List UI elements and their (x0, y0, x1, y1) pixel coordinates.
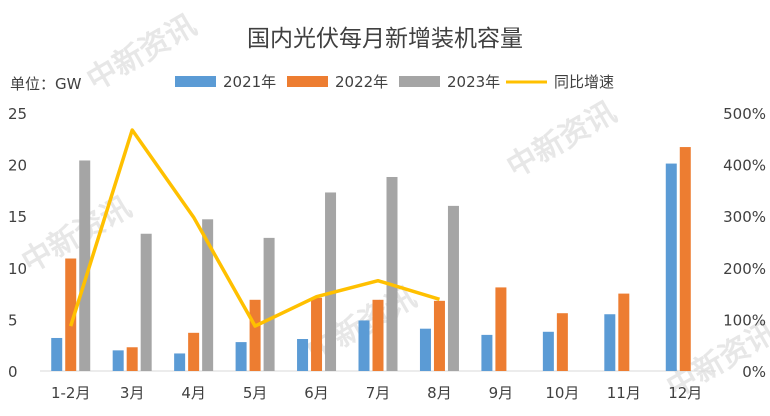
bar (65, 258, 77, 371)
bar (495, 287, 507, 371)
bar (358, 320, 370, 371)
legend-label: 2021年 (223, 73, 276, 91)
x-tick-label: 9月 (489, 384, 514, 402)
bar (542, 331, 554, 371)
legend-swatch (287, 76, 328, 87)
chart-title: 国内光伏每月新增装机容量 (247, 26, 523, 52)
bar (386, 176, 398, 371)
legend-swatch (399, 76, 440, 87)
y-right-tick-label: 300% (723, 208, 766, 226)
bar (79, 160, 91, 371)
y-left-tick-label: 5 (8, 311, 18, 329)
x-tick-label: 5月 (243, 384, 268, 402)
y-right-tick-label: 400% (723, 157, 766, 175)
x-tick-label: 8月 (427, 384, 452, 402)
bar (188, 332, 200, 371)
bar (325, 192, 337, 371)
unit-label: 单位：GW (10, 75, 82, 93)
y-right-tick-label: 0% (742, 363, 766, 381)
x-tick-label: 3月 (120, 384, 145, 402)
y-left-tick-label: 15 (8, 208, 27, 226)
bar (263, 237, 275, 371)
bar (51, 337, 63, 371)
bar (311, 297, 323, 371)
bar (112, 350, 124, 371)
legend-label: 同比增速 (554, 73, 614, 91)
y-left-tick-label: 10 (8, 260, 27, 278)
y-right-tick-label: 500% (723, 105, 766, 123)
x-tick-label: 11月 (607, 384, 641, 402)
line-series (69, 128, 441, 328)
bar (140, 233, 152, 371)
bar (447, 205, 459, 371)
bar (419, 328, 431, 371)
bar (679, 147, 691, 371)
bar (481, 334, 493, 371)
bar (297, 339, 309, 371)
y-right-tick-label: 200% (723, 260, 766, 278)
x-tick-label: 1-2月 (51, 384, 91, 402)
bar (235, 342, 247, 371)
bar (126, 347, 138, 371)
bar (665, 163, 677, 371)
y-right-tick-label: 100% (723, 311, 766, 329)
legend-swatch (175, 76, 216, 87)
x-tick-label: 7月 (366, 384, 391, 402)
bar (174, 353, 186, 371)
x-tick-label: 6月 (304, 384, 329, 402)
x-tick-label: 12月 (668, 384, 702, 402)
bar (372, 299, 384, 371)
bar (604, 314, 616, 371)
y-left-tick-label: 0 (8, 363, 18, 381)
legend-label: 2022年 (335, 73, 388, 91)
bar (618, 293, 630, 371)
legend-label: 2023年 (447, 73, 500, 91)
y-left-tick-label: 20 (8, 157, 27, 175)
bar (556, 313, 568, 371)
y-left-tick-label: 25 (8, 105, 27, 123)
x-tick-label: 4月 (181, 384, 206, 402)
bar (433, 300, 445, 371)
bar (202, 219, 214, 371)
x-tick-label: 10月 (545, 384, 579, 402)
bar (249, 299, 261, 371)
